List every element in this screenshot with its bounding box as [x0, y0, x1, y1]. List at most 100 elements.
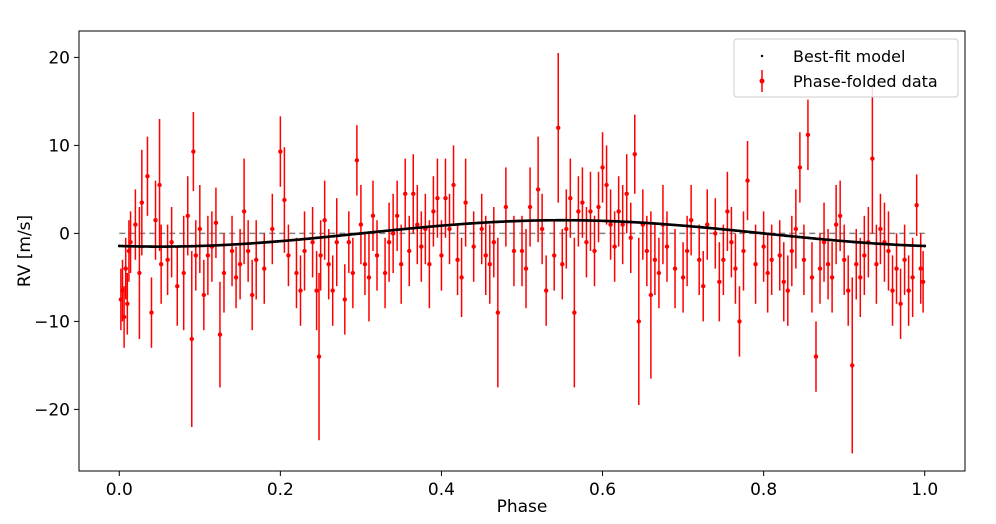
data-point — [874, 262, 879, 267]
data-point — [326, 262, 331, 267]
data-point — [527, 204, 533, 210]
data-point — [596, 204, 601, 210]
data-point — [229, 248, 235, 254]
data-point — [302, 248, 307, 254]
data-point — [394, 213, 400, 218]
data-point — [805, 132, 811, 138]
data-point — [568, 196, 573, 201]
legend-box — [733, 38, 959, 98]
x-tick-label: 0.4 — [428, 480, 455, 500]
data-point — [576, 209, 581, 214]
data-point — [837, 213, 843, 218]
data-point — [374, 253, 380, 258]
data-point — [809, 275, 815, 280]
data-point — [121, 314, 127, 320]
data-point — [552, 253, 557, 258]
data-point — [604, 182, 609, 188]
data-point — [201, 292, 207, 298]
model-point — [923, 244, 927, 248]
x-tick-label: 0.0 — [106, 480, 133, 500]
data-point — [862, 253, 867, 258]
data-point — [123, 266, 128, 271]
data-point — [656, 270, 662, 276]
data-point — [370, 213, 376, 218]
data-point — [564, 226, 569, 232]
data-point — [398, 262, 404, 267]
data-point — [411, 191, 416, 196]
y-axis-label: RV [m/s] — [15, 215, 35, 287]
data-point — [165, 257, 170, 262]
data-point — [270, 226, 275, 232]
data-point — [286, 253, 291, 258]
data-point — [137, 270, 142, 276]
data-point — [817, 266, 823, 271]
data-point — [697, 257, 702, 262]
data-point — [189, 336, 194, 342]
data-point — [672, 266, 678, 271]
data-point — [789, 248, 795, 254]
data-point — [886, 248, 891, 254]
data-point — [543, 288, 549, 293]
data-point — [745, 178, 750, 183]
y-tick-label: −20 — [34, 400, 70, 420]
data-point — [628, 235, 633, 240]
data-point — [241, 209, 247, 214]
data-point — [158, 262, 164, 267]
data-point — [588, 209, 593, 214]
x-tick-label: 0.2 — [267, 480, 294, 500]
data-point — [128, 240, 133, 245]
data-point — [298, 288, 303, 293]
data-point — [753, 262, 758, 267]
data-point — [346, 240, 352, 245]
data-point — [890, 288, 895, 293]
data-point — [483, 253, 488, 258]
data-point — [765, 270, 770, 276]
data-point — [237, 262, 243, 267]
data-point — [821, 240, 827, 245]
legend-model-label: Best-fit model — [793, 47, 905, 66]
data-point — [197, 226, 203, 232]
data-point — [278, 149, 283, 154]
data-point — [153, 218, 158, 223]
data-point — [918, 266, 923, 271]
data-point — [898, 301, 903, 306]
data-point — [431, 209, 436, 214]
data-point — [580, 200, 585, 205]
data-point — [419, 244, 424, 249]
data-point — [491, 240, 497, 245]
data-point — [175, 284, 180, 289]
data-point — [519, 248, 525, 254]
data-point — [181, 270, 186, 276]
data-point — [733, 266, 738, 271]
data-point — [314, 288, 319, 293]
data-point — [511, 248, 517, 254]
data-point — [125, 301, 130, 306]
data-point — [906, 288, 911, 293]
data-point — [463, 200, 468, 205]
y-axis-ticks: −20 −10 0 10 20 — [34, 48, 79, 420]
data-point — [632, 152, 637, 157]
data-point — [729, 240, 734, 245]
data-point — [870, 156, 875, 161]
data-point — [350, 270, 356, 276]
data-point — [523, 266, 529, 271]
data-point — [185, 213, 190, 218]
data-point — [471, 244, 476, 249]
data-point — [318, 253, 323, 258]
data-point — [539, 226, 545, 232]
data-point — [556, 125, 561, 130]
data-point — [133, 222, 138, 227]
data-point — [322, 218, 327, 223]
legend-data-marker — [759, 78, 765, 84]
legend-model-marker — [760, 54, 764, 58]
data-point — [664, 244, 670, 249]
data-point — [245, 248, 251, 254]
data-point — [688, 218, 694, 223]
data-point — [503, 204, 509, 210]
data-point — [813, 354, 819, 359]
data-point — [741, 248, 746, 254]
best-fit-model-layer — [117, 218, 927, 249]
data-point — [455, 257, 460, 262]
data-point — [841, 257, 847, 262]
data-point — [139, 200, 145, 205]
